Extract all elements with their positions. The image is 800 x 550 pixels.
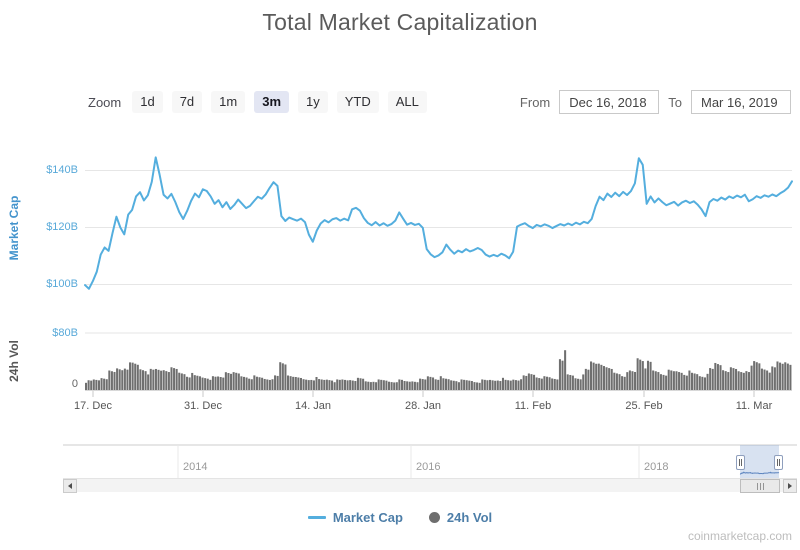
legend-item-24h-vol[interactable]: 24h Vol	[428, 510, 493, 525]
ytick-120b: $120B	[46, 221, 78, 233]
zoom-button-7d[interactable]: 7d	[171, 91, 203, 113]
xtick-11-feb: 11. Feb	[514, 400, 552, 412]
ytick-80b: $80B	[52, 327, 78, 339]
xtick-31-dec: 31. Dec	[184, 400, 222, 412]
ytick-zero: 0	[71, 378, 78, 390]
navigator-year-2018: 2018	[644, 461, 669, 473]
to-label: To	[668, 94, 682, 110]
zoom-button-ytd[interactable]: YTD	[336, 91, 379, 113]
circle-marker-icon	[428, 512, 440, 523]
scrollbar-right-arrow[interactable]	[783, 479, 797, 493]
volume-axis-title: 24h Vol	[7, 340, 21, 382]
left-triangle-icon	[68, 483, 72, 489]
right-triangle-icon	[788, 483, 792, 489]
market-cap-axis-title: Market Cap	[7, 195, 21, 261]
legend-label-market-cap: Market Cap	[332, 510, 403, 525]
xtick-28-jan: 28. Jan	[404, 400, 442, 412]
chart-legend: Market Cap 24h Vol	[0, 510, 800, 525]
date-range-controls: From Dec 16, 2018 To Mar 16, 2019	[520, 90, 791, 114]
ytick-140b: $140B	[46, 164, 78, 176]
scrollbar-left-arrow[interactable]	[63, 479, 77, 493]
navigator-year-2014: 2014	[183, 461, 208, 473]
zoom-button-1y[interactable]: 1y	[298, 91, 328, 113]
navigator-selection-window[interactable]	[740, 445, 779, 478]
navigator-left-handle[interactable]	[736, 455, 745, 470]
from-label: From	[519, 94, 551, 110]
legend-label-24h-vol: 24h Vol	[446, 510, 493, 525]
navigator-scrollbar[interactable]	[63, 478, 797, 493]
watermark: coinmarketcap.com	[687, 529, 792, 543]
line-marker-icon	[307, 516, 326, 519]
xtick-11-mar: 11. Mar	[735, 400, 773, 412]
to-date-input[interactable]: Mar 16, 2019	[691, 90, 791, 114]
xtick-14-jan: 14. Jan	[294, 400, 332, 412]
scrollbar-thumb[interactable]	[740, 479, 780, 493]
chart-title: Total Market Capitalization	[262, 9, 538, 35]
zoom-toolbar: Zoom 1d 7d 1m 3m 1y YTD ALL	[88, 91, 427, 113]
xtick-25-feb: 25. Feb	[625, 400, 663, 412]
zoom-button-1m[interactable]: 1m	[211, 91, 246, 113]
ytick-100b: $100B	[46, 278, 78, 290]
zoom-button-all[interactable]: ALL	[387, 91, 427, 113]
zoom-button-3m[interactable]: 3m	[254, 91, 290, 113]
zoom-label: Zoom	[88, 94, 122, 110]
from-date-input[interactable]: Dec 16, 2018	[559, 90, 660, 114]
zoom-button-1d[interactable]: 1d	[132, 91, 163, 113]
legend-item-market-cap[interactable]: Market Cap	[307, 510, 403, 525]
navigator-right-handle[interactable]	[774, 455, 783, 470]
xtick-17-dec: 17. Dec	[74, 400, 112, 412]
navigator-year-2016: 2016	[416, 461, 441, 473]
